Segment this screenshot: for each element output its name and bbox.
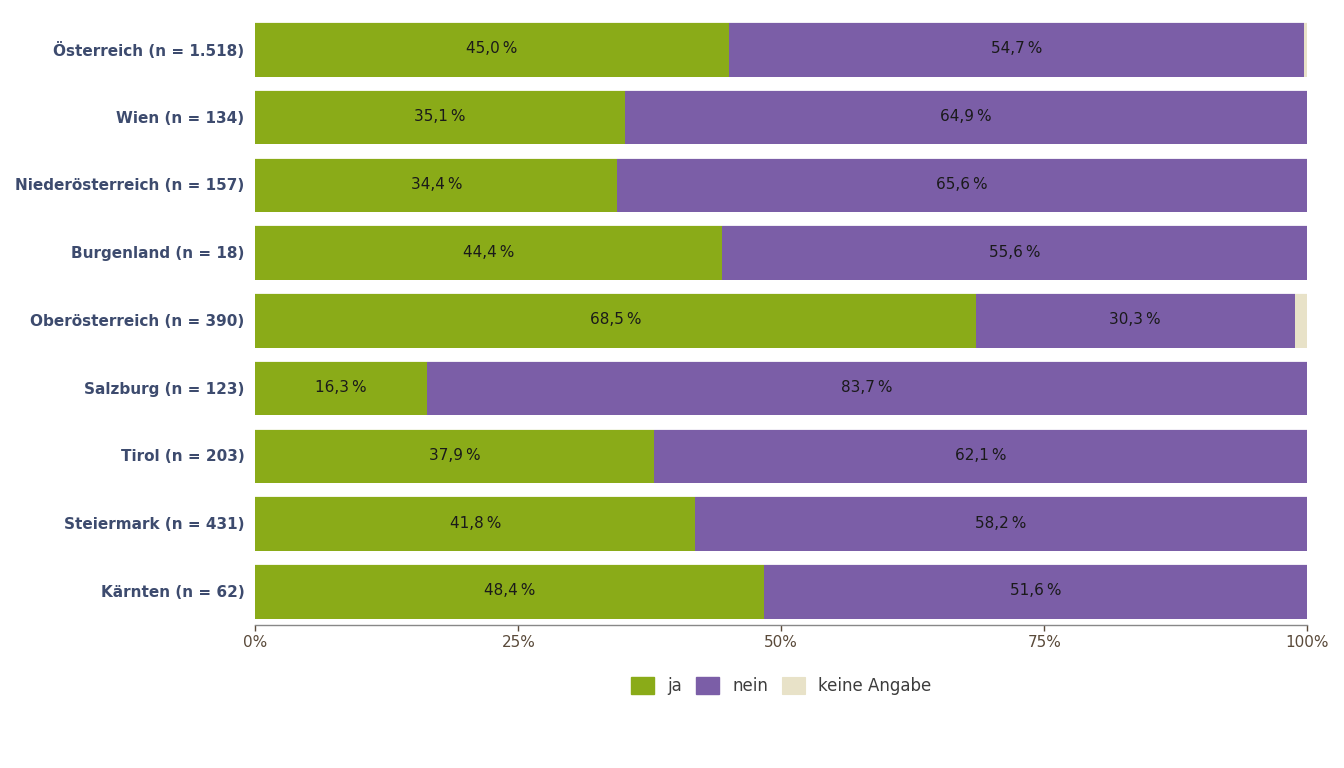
- Bar: [255, 360, 427, 415]
- Text: 48,4 %: 48,4 %: [484, 584, 536, 598]
- Bar: [765, 563, 1308, 619]
- Text: 37,9 %: 37,9 %: [429, 448, 481, 463]
- Text: 51,6 %: 51,6 %: [1011, 584, 1062, 598]
- Bar: [255, 495, 695, 551]
- Text: 30,3 %: 30,3 %: [1109, 313, 1161, 327]
- Bar: [255, 89, 625, 144]
- Bar: [976, 292, 1294, 348]
- Text: 64,9 %: 64,9 %: [939, 109, 992, 124]
- Text: 45,0 %: 45,0 %: [466, 41, 517, 56]
- Bar: [728, 21, 1304, 77]
- Bar: [255, 428, 655, 483]
- Text: 16,3 %: 16,3 %: [316, 380, 367, 396]
- Bar: [625, 89, 1308, 144]
- Text: 58,2 %: 58,2 %: [976, 515, 1027, 531]
- Text: 54,7 %: 54,7 %: [991, 41, 1042, 56]
- Bar: [722, 224, 1308, 280]
- Text: 41,8 %: 41,8 %: [449, 515, 501, 531]
- Bar: [695, 495, 1308, 551]
- Text: 35,1 %: 35,1 %: [414, 109, 466, 124]
- Text: 55,6 %: 55,6 %: [989, 245, 1040, 260]
- Bar: [255, 224, 722, 280]
- Bar: [255, 563, 765, 619]
- Text: 65,6 %: 65,6 %: [937, 177, 988, 192]
- Bar: [617, 157, 1308, 212]
- Text: 34,4 %: 34,4 %: [410, 177, 462, 192]
- Bar: [427, 360, 1308, 415]
- Bar: [255, 292, 976, 348]
- Legend: ja, nein, keine Angabe: ja, nein, keine Angabe: [625, 670, 938, 702]
- Text: 68,5 %: 68,5 %: [590, 313, 641, 327]
- Text: 62,1 %: 62,1 %: [954, 448, 1007, 463]
- Bar: [655, 428, 1308, 483]
- Bar: [1294, 292, 1308, 348]
- Bar: [255, 21, 728, 77]
- Bar: [1304, 21, 1308, 77]
- Text: 83,7 %: 83,7 %: [841, 380, 892, 396]
- Text: 44,4 %: 44,4 %: [464, 245, 515, 260]
- Bar: [255, 157, 617, 212]
